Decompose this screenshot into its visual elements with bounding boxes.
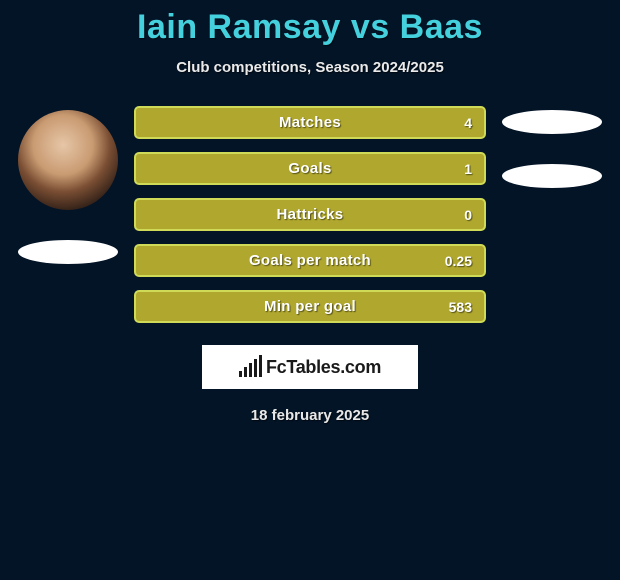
avatar-photo-placeholder xyxy=(18,110,118,210)
stat-value-right: 4 xyxy=(464,115,472,131)
stat-value-right: 0.25 xyxy=(445,253,472,269)
left-player-avatar xyxy=(18,110,118,210)
logo-icon-bar xyxy=(244,367,247,377)
logo-icon-bar xyxy=(259,355,262,377)
bar-chart-icon xyxy=(239,357,262,377)
stat-bar: Goals per match 0.25 xyxy=(134,244,486,277)
stat-value-right: 1 xyxy=(464,161,472,177)
stat-label: Min per goal xyxy=(264,298,356,315)
stat-bar: Matches 4 xyxy=(134,106,486,139)
left-player-column xyxy=(8,106,128,264)
stat-value-right: 583 xyxy=(449,299,472,315)
right-player-name-chip-2 xyxy=(502,164,602,188)
subtitle: Club competitions, Season 2024/2025 xyxy=(0,59,620,76)
fctables-logo: FcTables.com xyxy=(202,345,418,389)
stat-bar: Min per goal 583 xyxy=(134,290,486,323)
page-title: Iain Ramsay vs Baas xyxy=(0,0,620,47)
logo-text: FcTables.com xyxy=(266,357,381,378)
stat-bar: Goals 1 xyxy=(134,152,486,185)
stat-label: Matches xyxy=(279,114,341,131)
left-player-name-chip xyxy=(18,240,118,264)
right-player-name-chip-1 xyxy=(502,110,602,134)
comparison-row: Matches 4 Goals 1 Hattricks 0 Goals per match 0… xyxy=(0,106,620,323)
date-label: 18 february 2025 xyxy=(0,407,620,424)
stat-bar: Hattricks 0 xyxy=(134,198,486,231)
stat-value-right: 0 xyxy=(464,207,472,223)
stat-bars: Matches 4 Goals 1 Hattricks 0 Goals per match 0… xyxy=(128,106,492,323)
stat-label: Goals per match xyxy=(249,252,371,269)
stat-label: Hattricks xyxy=(277,206,344,223)
right-player-column xyxy=(492,106,612,188)
stat-label: Goals xyxy=(288,160,331,177)
logo-icon-bar xyxy=(249,363,252,377)
logo-icon-bar xyxy=(239,371,242,377)
logo-icon-bar xyxy=(254,359,257,377)
